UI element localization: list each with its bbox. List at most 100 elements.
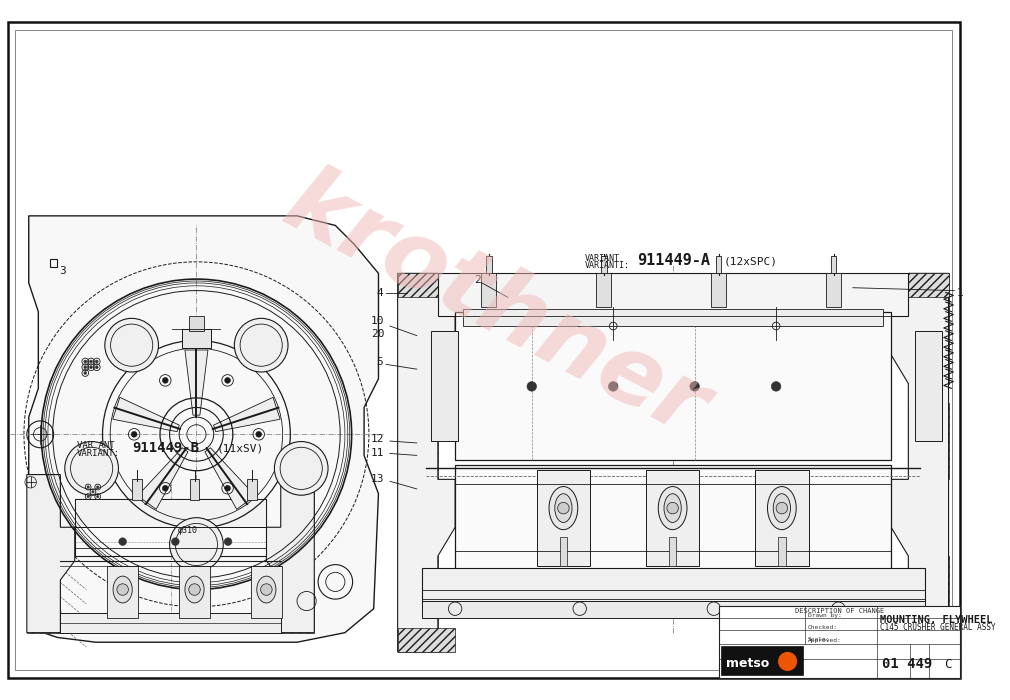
Ellipse shape [113,576,132,603]
Circle shape [163,377,168,384]
Bar [721,646,803,675]
Text: φ310: φ310 [178,526,197,535]
Bar [281,580,314,633]
Circle shape [776,503,788,514]
Text: 4: 4 [377,288,384,298]
Circle shape [224,377,230,384]
Text: VAR ANT: VAR ANT [77,441,114,450]
Polygon shape [113,398,179,432]
Circle shape [95,366,98,369]
Circle shape [172,538,179,545]
Bar [251,566,282,618]
Bar [778,537,786,566]
Circle shape [119,538,126,545]
Bar [908,273,948,384]
Bar [398,556,438,652]
Circle shape [772,382,781,391]
Circle shape [224,485,230,491]
Text: Checked:: Checked: [808,625,837,631]
Ellipse shape [257,576,276,603]
Text: 01 449: 01 449 [882,657,932,671]
Circle shape [84,360,87,363]
Text: Scale:: Scale: [808,637,830,642]
Circle shape [90,366,93,369]
Text: 3: 3 [60,267,67,276]
Circle shape [256,431,262,438]
Polygon shape [27,475,75,633]
Bar [247,480,257,500]
Circle shape [97,486,99,488]
Text: krothner: krothner [269,157,722,456]
Bar [421,601,924,618]
Ellipse shape [185,576,204,603]
Bar [189,316,204,331]
Ellipse shape [659,486,687,530]
Text: 5: 5 [377,358,384,368]
Bar [908,402,948,480]
Bar [891,628,948,652]
Polygon shape [891,273,948,652]
Bar [560,537,568,566]
Bar [456,312,891,460]
Polygon shape [398,273,456,652]
Ellipse shape [774,494,791,522]
Polygon shape [137,448,188,510]
Bar [915,331,942,441]
Text: metso: metso [726,657,770,670]
Circle shape [234,318,288,372]
Text: (11xSV): (11xSV) [216,444,264,454]
Bar [398,402,438,480]
Bar [398,273,438,384]
Ellipse shape [554,494,572,522]
Circle shape [667,503,679,514]
Circle shape [778,652,797,671]
Bar [463,309,884,326]
Bar [719,606,961,678]
Text: 1: 1 [956,288,963,298]
Bar [27,580,61,633]
Circle shape [84,372,87,375]
Text: VARIANTI:: VARIANTI: [585,261,629,270]
Bar [190,480,199,500]
Text: C145 CRUSHER GENERAL ASSY: C145 CRUSHER GENERAL ASSY [880,624,995,632]
Circle shape [87,496,89,498]
Bar [536,470,590,566]
Ellipse shape [549,486,578,530]
Circle shape [92,491,94,493]
Bar [61,613,281,633]
Text: DESCRIPTION OF CHANGE: DESCRIPTION OF CHANGE [795,608,884,614]
Bar [75,498,267,556]
Ellipse shape [664,494,682,522]
Text: 911449-A: 911449-A [637,253,710,268]
Circle shape [105,318,159,372]
Polygon shape [267,475,314,633]
Bar [908,556,948,652]
Text: 20: 20 [371,329,385,339]
Bar [456,465,891,570]
Text: Drawn by:: Drawn by: [808,613,841,618]
Bar [716,256,721,273]
Bar [107,566,138,618]
Circle shape [131,431,137,438]
Polygon shape [205,448,256,510]
Circle shape [558,503,570,514]
Circle shape [65,442,118,495]
Text: 11: 11 [371,447,385,458]
Bar [711,273,726,307]
Circle shape [189,584,200,595]
Circle shape [117,584,128,595]
Bar [75,498,267,527]
Bar [438,273,908,293]
Text: Approved:: Approved: [808,638,841,643]
Bar [421,568,924,604]
Bar [27,475,61,527]
Text: VARIANT:: VARIANT: [77,449,119,458]
Circle shape [224,538,232,545]
Text: 911449-B: 911449-B [132,441,199,455]
Bar [481,273,496,307]
Circle shape [261,584,272,595]
Polygon shape [185,350,208,415]
Bar [645,470,700,566]
Text: VARIANT: VARIANT [585,255,619,263]
Bar [398,273,456,298]
